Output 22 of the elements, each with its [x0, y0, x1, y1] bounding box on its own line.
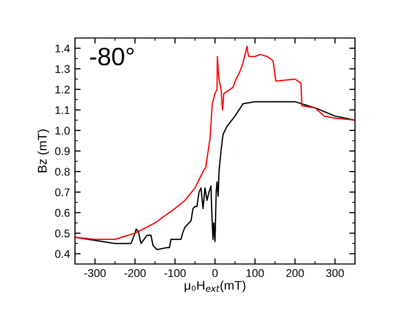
x-tick-label: 100 [246, 269, 264, 278]
x-tick-label: 0 [212, 269, 218, 278]
y-tick-label: 1.1 [56, 106, 70, 114]
y-tick-label: 0.5 [55, 229, 70, 238]
y-tick-label: 0.9 [55, 147, 70, 156]
x-tick-label: -100 [164, 269, 186, 278]
x-axis-title: μ₀H$_{ext}$(mT) [184, 280, 246, 292]
x-tick-label: 300 [326, 269, 344, 278]
x-tick-label: -200 [124, 269, 146, 278]
y-axis-title: Bz (mT) [37, 130, 50, 172]
y-tick-label: 1.3 [56, 65, 70, 73]
line-series [75, 46, 355, 240]
x-tick-label: -300 [84, 269, 106, 278]
x-tick-label: 200 [286, 269, 304, 278]
y-tick-label: 1.2 [56, 86, 70, 94]
y-tick-label: 0.6 [55, 208, 70, 217]
y-tick-label: 0.7 [55, 188, 70, 196]
y-tick-label: 1.4 [56, 44, 70, 52]
y-tick-label: 1.0 [56, 126, 70, 135]
annotation: -80° [90, 48, 134, 66]
y-tick-label: 0.4 [55, 250, 70, 258]
y-tick-label: 0.8 [55, 168, 70, 176]
